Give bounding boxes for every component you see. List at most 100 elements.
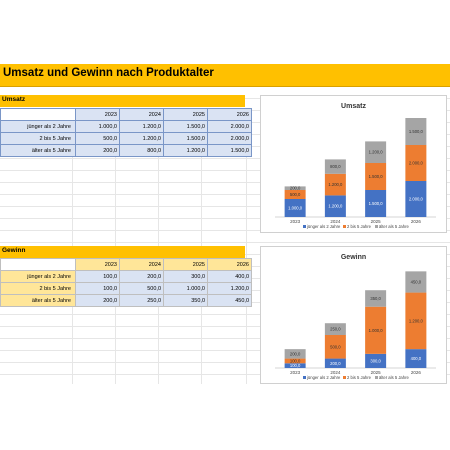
gridline [0, 170, 450, 171]
legend-entry: älter als 5 Jahre [379, 224, 409, 229]
data-label: 2.000,0 [409, 197, 424, 202]
row-label[interactable]: 2 bis 5 Jahre [0, 132, 76, 145]
data-label: 200,0 [290, 351, 301, 356]
gridline [0, 158, 450, 159]
data-label: 400,0 [411, 356, 422, 361]
data-label: 100,0 [290, 363, 301, 368]
table-cell[interactable]: 200,0 [75, 144, 120, 157]
year-header[interactable]: 2024 [119, 258, 164, 271]
table-row: 2 bis 5 Jahre 100,0 500,0 1.000,0 1.200,… [0, 282, 252, 295]
table-cell[interactable]: 1.500,0 [163, 132, 208, 145]
umsatz-label-text: Umsatz [2, 96, 26, 103]
table-cell[interactable]: 1.500,0 [163, 120, 208, 133]
table-header-row: 2023 2024 2025 2026 [0, 108, 252, 121]
gridline [0, 194, 450, 195]
data-label: 1.000,0 [369, 328, 384, 333]
data-label: 350,0 [370, 296, 381, 301]
bar-segment [365, 163, 387, 190]
table-cell[interactable]: 2.000,0 [207, 132, 252, 145]
data-label: 200,0 [330, 361, 341, 366]
bar-segment [324, 335, 346, 359]
legend-swatch [303, 376, 306, 379]
gridline [0, 314, 450, 315]
table-cell[interactable]: 200,0 [119, 270, 164, 283]
table-cell[interactable]: 400,0 [207, 270, 252, 283]
year-header[interactable]: 2026 [207, 258, 252, 271]
table-row: jünger als 2 Jahre 1.000,0 1.200,0 1.500… [0, 120, 252, 133]
legend-swatch [303, 225, 306, 228]
table-cell[interactable]: 100,0 [75, 282, 120, 295]
table-cell[interactable]: 1.500,0 [207, 144, 252, 157]
tick-label: 2026 [411, 370, 422, 375]
table-cell[interactable]: 350,0 [163, 294, 208, 307]
table-cell[interactable]: 500,0 [119, 282, 164, 295]
bar-segment [284, 186, 306, 190]
bar-segment [365, 306, 387, 354]
umsatz-table: 2023 2024 2025 2026 jünger als 2 Jahre 1… [0, 108, 252, 157]
data-label: 1.500,0 [409, 129, 424, 134]
gridline [0, 374, 450, 375]
year-header[interactable]: 2023 [75, 108, 120, 121]
table-cell[interactable]: 1.200,0 [163, 144, 208, 157]
tick-label: 2023 [290, 370, 301, 375]
table-cell[interactable]: 250,0 [119, 294, 164, 307]
table-cell[interactable]: 1.000,0 [163, 282, 208, 295]
legend-entry: 2 bis 5 Jahre [347, 375, 372, 380]
row-label[interactable]: jünger als 2 Jahre [0, 120, 76, 133]
data-label: 300,0 [370, 358, 381, 363]
table-cell[interactable]: 1.200,0 [119, 132, 164, 145]
bar-segment [365, 190, 387, 217]
table-cell[interactable]: 1.200,0 [207, 282, 252, 295]
umsatz-chart[interactable]: Umsatz 1.000,0 500,0 200,0 2023 1.200,0 1.200,… [260, 95, 447, 233]
gewinn-section-label: Gewinn [0, 246, 245, 258]
gewinn-label-text: Gewinn [2, 247, 26, 254]
data-label: 800,0 [330, 164, 341, 169]
gridline [0, 338, 450, 339]
year-header[interactable]: 2025 [163, 258, 208, 271]
legend-entry: älter als 5 Jahre [379, 375, 409, 380]
legend-swatch [375, 376, 378, 379]
table-cell[interactable]: 2.000,0 [207, 120, 252, 133]
legend-entry: jünger als 2 Jahre [306, 375, 341, 380]
bar-segment [365, 290, 387, 307]
data-label: 1.200,0 [328, 182, 343, 187]
tick-label: 2024 [330, 370, 341, 375]
bar-segment [405, 181, 427, 217]
gridline [0, 350, 450, 351]
table-cell[interactable]: 1.000,0 [75, 120, 120, 133]
gewinn-table: 2023 2024 2025 2026 jünger als 2 Jahre 1… [0, 258, 252, 307]
bar-segment [324, 159, 346, 174]
gridline [0, 326, 450, 327]
data-label: 1.200,0 [409, 318, 424, 323]
year-header[interactable]: 2024 [119, 108, 164, 121]
table-cell[interactable]: 1.200,0 [119, 120, 164, 133]
table-row: älter als 5 Jahre 200,0 250,0 350,0 450,… [0, 294, 252, 307]
table-cell[interactable]: 800,0 [119, 144, 164, 157]
year-header[interactable]: 2023 [75, 258, 120, 271]
year-header[interactable]: 2026 [207, 108, 252, 121]
gewinn-chart[interactable]: Gewinn 100,0 100,0 200,0 2023 200,0 500,0 250,0… [260, 246, 447, 384]
table-row: jünger als 2 Jahre 100,0 200,0 300,0 400… [0, 270, 252, 283]
table-cell[interactable]: 450,0 [207, 294, 252, 307]
gridline [0, 182, 450, 183]
legend-swatch [343, 376, 346, 379]
row-label[interactable]: älter als 5 Jahre [0, 144, 76, 157]
page-title: Umsatz und Gewinn nach Produktalter [3, 67, 214, 79]
table-cell[interactable]: 500,0 [75, 132, 120, 145]
table-cell[interactable]: 100,0 [75, 270, 120, 283]
data-label: 1.500,0 [369, 201, 384, 206]
bar-segment [284, 358, 306, 364]
row-label[interactable]: 2 bis 5 Jahre [0, 282, 76, 295]
bar-segment [405, 271, 427, 293]
table-cell[interactable]: 200,0 [75, 294, 120, 307]
year-header[interactable]: 2025 [163, 108, 208, 121]
bar-segment [284, 349, 306, 359]
row-label[interactable]: jünger als 2 Jahre [0, 270, 76, 283]
data-label: 1.200,0 [328, 204, 343, 209]
table-row: 2 bis 5 Jahre 500,0 1.200,0 1.500,0 2.00… [0, 132, 252, 145]
table-cell[interactable]: 300,0 [163, 270, 208, 283]
row-label[interactable]: älter als 5 Jahre [0, 294, 76, 307]
table-row: älter als 5 Jahre 200,0 800,0 1.200,0 1.… [0, 144, 252, 157]
